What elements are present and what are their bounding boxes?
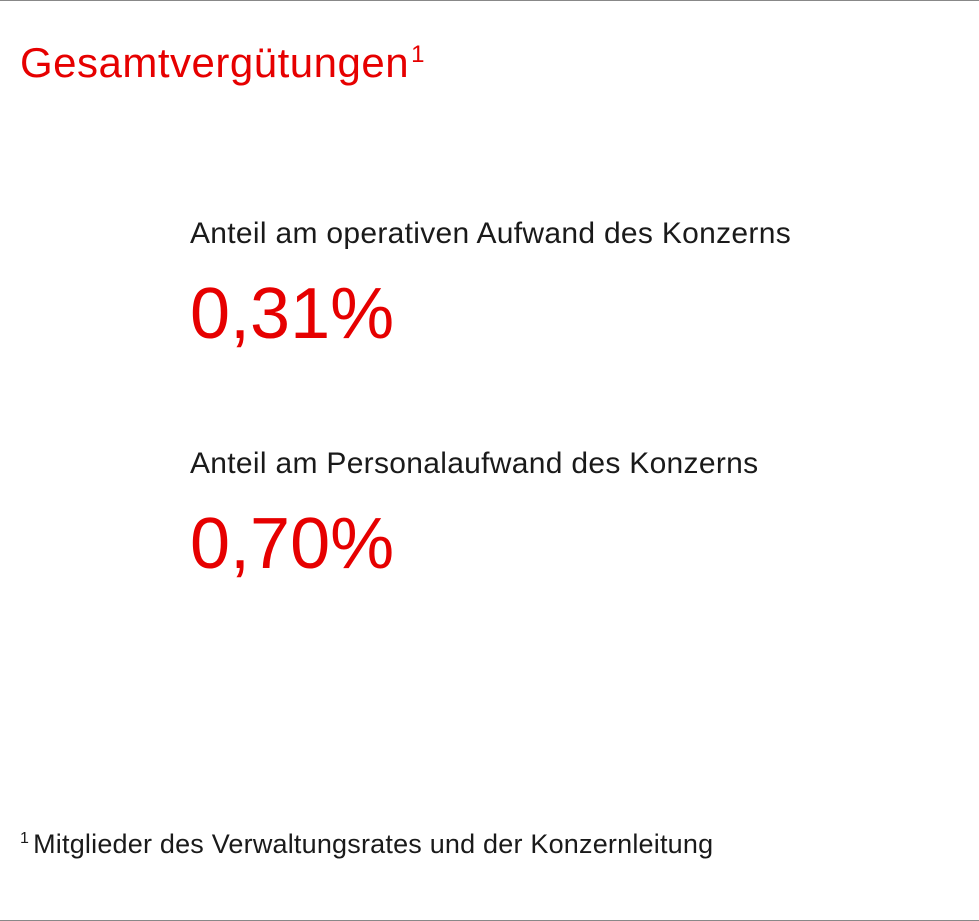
metric-value: 0,31%: [190, 273, 959, 355]
page-title: Gesamtvergütungen1: [20, 39, 959, 87]
footnote-text: Mitglieder des Verwaltungsrates und der …: [33, 829, 713, 859]
footnote-superscript: 1: [20, 830, 29, 847]
metric-block-operating-expense: Anteil am operativen Aufwand des Konzern…: [190, 217, 959, 355]
title-superscript: 1: [411, 41, 425, 68]
metric-block-personnel-expense: Anteil am Personalaufwand des Konzerns 0…: [190, 447, 959, 585]
metric-label: Anteil am operativen Aufwand des Konzern…: [190, 217, 959, 251]
infographic-container: Gesamtvergütungen1 Anteil am operativen …: [0, 1, 979, 920]
metrics-section: Anteil am operativen Aufwand des Konzern…: [190, 217, 959, 585]
metric-value: 0,70%: [190, 503, 959, 585]
metric-label: Anteil am Personalaufwand des Konzerns: [190, 447, 959, 481]
footnote: 1Mitglieder des Verwaltungsrates und der…: [20, 829, 713, 860]
title-text: Gesamtvergütungen: [20, 39, 409, 86]
